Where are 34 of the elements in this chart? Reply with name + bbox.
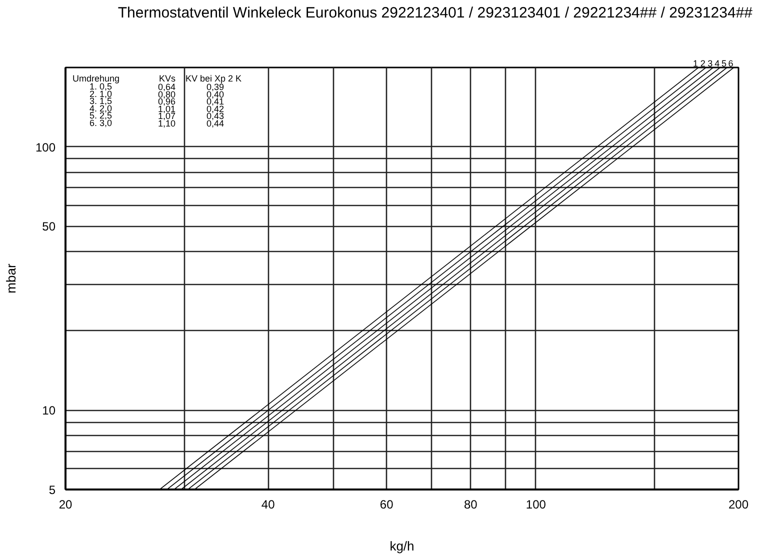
x-tick-label: 60 bbox=[380, 498, 394, 512]
y-tick-label: 50 bbox=[42, 220, 56, 234]
annotation: 0,64 bbox=[158, 82, 176, 92]
annotation: KV bei Xp 2 K bbox=[186, 74, 242, 84]
annotation: 0,44 bbox=[206, 118, 224, 128]
x-axis-title: kg/h bbox=[390, 538, 414, 554]
annotation: 1. 0,5 bbox=[90, 82, 112, 92]
series-label: 2 bbox=[700, 58, 706, 68]
annotation: 0,96 bbox=[158, 96, 176, 107]
series-label: 1 bbox=[692, 58, 698, 68]
y-tick-label: 100 bbox=[35, 140, 56, 154]
series-label: 5 bbox=[722, 58, 727, 68]
series-label: 6 bbox=[728, 58, 734, 68]
x-tick-label: 200 bbox=[728, 498, 749, 512]
x-tick-label: 80 bbox=[464, 498, 478, 512]
chart-title: Thermostatventil Winkeleck Eurokonus 2922123401 / 2923123401 / 29221234## / 29231234## bbox=[118, 4, 754, 22]
annotation: 5. 2,5 bbox=[90, 110, 112, 121]
x-tick-label: 20 bbox=[58, 498, 72, 512]
x-tick-label: 40 bbox=[261, 498, 276, 512]
series-label: 3 bbox=[708, 58, 713, 68]
annotation: 0,43 bbox=[206, 111, 224, 122]
annotation: Umdrehung bbox=[72, 74, 120, 84]
annotation: KVs bbox=[158, 74, 176, 84]
series-label: 4 bbox=[714, 58, 720, 68]
annotation: 3. 1,5 bbox=[90, 96, 112, 106]
annotation: 0,41 bbox=[206, 96, 224, 107]
annotation: 6. 3,0 bbox=[90, 118, 112, 128]
y-tick-label: 5 bbox=[48, 483, 56, 497]
annotation: 1,10 bbox=[158, 118, 176, 128]
y-axis-title: mbar bbox=[3, 263, 18, 294]
annotation: 1,07 bbox=[158, 111, 176, 122]
y-tick-label: 10 bbox=[42, 404, 56, 418]
x-tick-label: 100 bbox=[526, 498, 546, 512]
annotation: 0,39 bbox=[206, 82, 224, 92]
